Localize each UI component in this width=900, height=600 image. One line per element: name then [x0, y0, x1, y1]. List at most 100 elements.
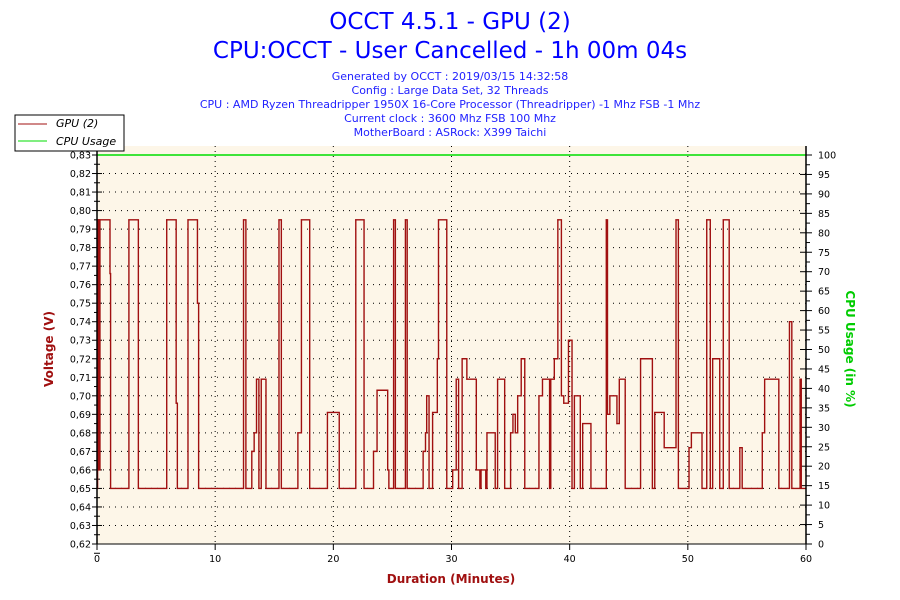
gpu-data-point [512, 413, 514, 415]
gpu-data-point [571, 487, 573, 490]
gpu-data-point [166, 219, 168, 221]
gpu-data-point [624, 487, 626, 490]
legend: GPU (2) CPU Usage [14, 114, 125, 152]
gpu-data-point [778, 487, 780, 490]
gpu-data-point [475, 469, 477, 471]
y-tick-label: 0,78 [70, 243, 91, 254]
gpu-data-point [701, 487, 703, 490]
gpu-data-point [388, 487, 390, 490]
gpu-data-point [446, 487, 448, 490]
gpu-data-point [137, 487, 139, 490]
gpu-data-point [573, 395, 575, 397]
gpu-data-point [509, 432, 512, 434]
gpu-data-point [300, 219, 303, 221]
gpu-data-point [486, 432, 488, 434]
gpu-data-point [99, 219, 101, 221]
legend-label-gpu: GPU (2) [56, 117, 98, 130]
y2-tick-label: 35 [818, 403, 830, 414]
info-cpu: CPU : AMD Ryzen Threadripper 1950X 16-Co… [200, 98, 700, 111]
y2-tick-label: 55 [818, 326, 830, 337]
y2-tick-label: 100 [818, 151, 836, 162]
info-clock: Current clock : 3600 Mhz FSB 100 Mhz [344, 112, 556, 125]
gpu-data-point [606, 413, 609, 415]
gpu-data-point [109, 487, 112, 490]
gpu-data-point [452, 469, 454, 471]
gpu-data-point [675, 219, 677, 221]
gpu-data-point [550, 378, 552, 380]
gpu-data-point [485, 487, 487, 490]
gpu-data-point [436, 358, 438, 360]
gpu-data-point [548, 487, 551, 490]
chart-title: OCCT 4.5.1 - GPU (2) [329, 9, 570, 35]
y-tick-label: 0,70 [70, 391, 91, 402]
y-tick-label: 0,72 [70, 354, 91, 365]
gpu-data-point [605, 219, 607, 221]
x-tick-label: 20 [327, 554, 339, 565]
y2-tick-label: 70 [818, 267, 830, 278]
y2-tick-label: 20 [818, 462, 830, 473]
gpu-data-point [690, 432, 692, 434]
x-axis-label: Duration (Minutes) [387, 572, 515, 586]
y-tick-label: 0,69 [70, 410, 91, 421]
gpu-data-point [504, 487, 506, 490]
gpu-data-point [424, 432, 427, 434]
gpu-data-point [392, 219, 395, 221]
y-tick-label: 0,76 [70, 280, 91, 291]
gpu-data-point [198, 487, 200, 490]
gpu-data-point [363, 487, 365, 490]
gpu-data-point [616, 422, 618, 425]
y2-axis-label: CPU Usage (in %) [843, 290, 857, 407]
x-tick-label: 60 [800, 554, 812, 565]
gpu-data-point [278, 219, 280, 221]
gpu-data-point [741, 487, 743, 490]
gpu-data-point [422, 450, 424, 452]
y-tick-label: 0,81 [70, 188, 91, 199]
gpu-data-point [479, 487, 481, 490]
gpu-data-point [712, 358, 714, 360]
legend-box [14, 114, 125, 152]
gpu-data-point [654, 411, 656, 414]
gpu-data-point [494, 487, 496, 490]
y2-tick-label: 25 [818, 442, 830, 453]
y2-tick-label: 10 [818, 501, 830, 512]
y-tick-label: 0,73 [70, 336, 91, 347]
gpu-data-point [175, 402, 177, 404]
gpu-data-point [461, 358, 463, 360]
gpu-data-point [242, 219, 245, 221]
plot-area [97, 146, 806, 544]
y-tick-label: 0,68 [70, 428, 91, 439]
gpu-data-point [520, 358, 522, 360]
gpu-data-point [739, 447, 741, 449]
gpu-data-point [706, 219, 708, 221]
gpu-data-point [788, 321, 791, 323]
y-tick-label: 0,65 [70, 484, 91, 495]
gpu-data-point [514, 432, 516, 434]
gpu-data-point [618, 378, 620, 380]
chart-subtitle: CPU:OCCT - User Cancelled - 1h 00m 04s [213, 38, 687, 64]
gpu-data-point [563, 402, 565, 404]
series-marks [96, 154, 807, 490]
gpu-data-point [309, 487, 311, 490]
x-tick-label: 50 [682, 554, 694, 565]
info-motherboard: MotherBoard : ASRock: X399 Taichi [354, 126, 547, 139]
gpu-data-point [541, 378, 544, 380]
y-tick-label: 0,75 [70, 299, 91, 310]
y-tick-label: 0,74 [70, 317, 91, 328]
gpu-data-point [255, 378, 258, 380]
gpu-data-point [253, 432, 255, 434]
x-tick-label: 0 [94, 554, 100, 565]
gpu-data-point [651, 487, 653, 490]
gpu-data-point [553, 358, 555, 360]
y2-tick-label: 65 [818, 287, 830, 298]
gpu-data-point [245, 487, 247, 490]
gpu-data-point [326, 411, 329, 414]
gpu-data-point [426, 395, 428, 397]
gpu-data-point [404, 219, 407, 221]
info-generated: Generated by OCCT : 2019/03/15 14:32:58 [332, 70, 569, 83]
gpu-data-point [582, 422, 584, 425]
y-axis-label: Voltage (V) [42, 311, 56, 387]
gpu-data-point [406, 487, 408, 490]
gpu-data-point [722, 219, 724, 221]
gpu-data-point [176, 487, 178, 490]
